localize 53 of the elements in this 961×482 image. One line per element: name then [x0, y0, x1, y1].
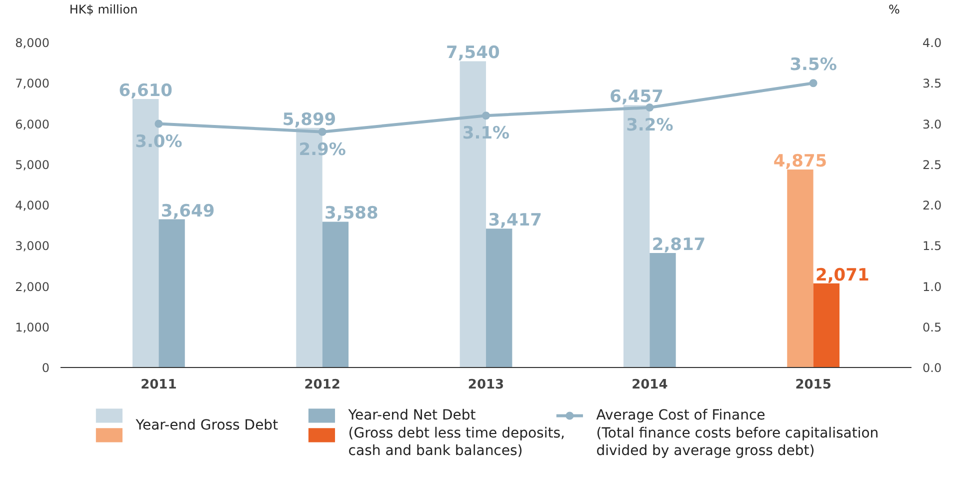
- data-label: 6,457: [610, 87, 664, 108]
- data-label: 4,875: [773, 151, 828, 172]
- y-tick-label: 7,000: [15, 76, 50, 91]
- y2-tick-label: 2.5: [922, 158, 942, 172]
- data-label: 3,417: [488, 210, 542, 231]
- bar: [787, 169, 814, 368]
- x-tick-label: 2013: [468, 378, 504, 392]
- bar: [322, 222, 349, 368]
- data-label: 6,610: [118, 80, 173, 101]
- legend-label: Year-end Gross Debt: [134, 417, 279, 434]
- y2-axis-title: %: [888, 2, 900, 16]
- data-label: 3.1%: [462, 124, 510, 144]
- y-tick-label: 8,000: [15, 36, 50, 50]
- x-tick-label: 2012: [304, 378, 340, 392]
- point: [318, 128, 326, 136]
- point: [154, 120, 163, 128]
- x-tick-label: 2015: [795, 378, 832, 392]
- legend-label: Average Cost of Finance (Total finance costs before capitalisation divided by average gross debt): [596, 408, 879, 460]
- y2-tick-label: 0.5: [922, 320, 942, 334]
- bar: [158, 219, 185, 368]
- y2-tick-label: 3.5: [922, 76, 942, 91]
- x-tick-label: 2011: [140, 378, 177, 392]
- x-tick-label: 2014: [632, 378, 668, 392]
- y2-tick-label: 1.0: [922, 280, 942, 294]
- bar: [650, 253, 676, 368]
- y-tick-label: 1,000: [15, 320, 50, 334]
- point: [809, 79, 818, 88]
- data-label: 3.0%: [135, 132, 182, 152]
- data-label: 2.9%: [298, 140, 346, 160]
- y-tick-label: 4,000: [15, 198, 50, 212]
- bar: [813, 283, 840, 368]
- y2-tick-label: 2.0: [922, 198, 942, 212]
- data-label: 3.2%: [626, 116, 674, 136]
- y-tick-label: 5,000: [15, 158, 50, 172]
- data-label: 2,071: [816, 265, 870, 286]
- y-tick-label: 6,000: [15, 117, 50, 132]
- legend-label: Year-end Net Debt (Gross debt less time deposits, cash and bank balances): [347, 408, 565, 460]
- y2-tick-label: 0.0: [922, 361, 942, 375]
- y-tick-label: 3,000: [15, 239, 50, 254]
- data-label: 3,588: [324, 204, 378, 224]
- y-axis-title: HK$ million: [69, 2, 138, 16]
- y-tick-label: 0: [42, 361, 50, 375]
- data-label: 3,649: [160, 201, 215, 222]
- y2-tick-label: 3.0: [922, 117, 942, 132]
- bar: [486, 228, 512, 368]
- point: [482, 112, 490, 120]
- data-label: 2,817: [652, 235, 706, 256]
- y2-tick-label: 1.5: [922, 239, 942, 254]
- y-tick-label: 2,000: [15, 280, 50, 294]
- y2-tick-label: 4.0: [922, 36, 942, 50]
- data-label: 5,899: [282, 110, 336, 130]
- data-label: 7,540: [446, 43, 500, 64]
- data-label: 3.5%: [790, 55, 837, 76]
